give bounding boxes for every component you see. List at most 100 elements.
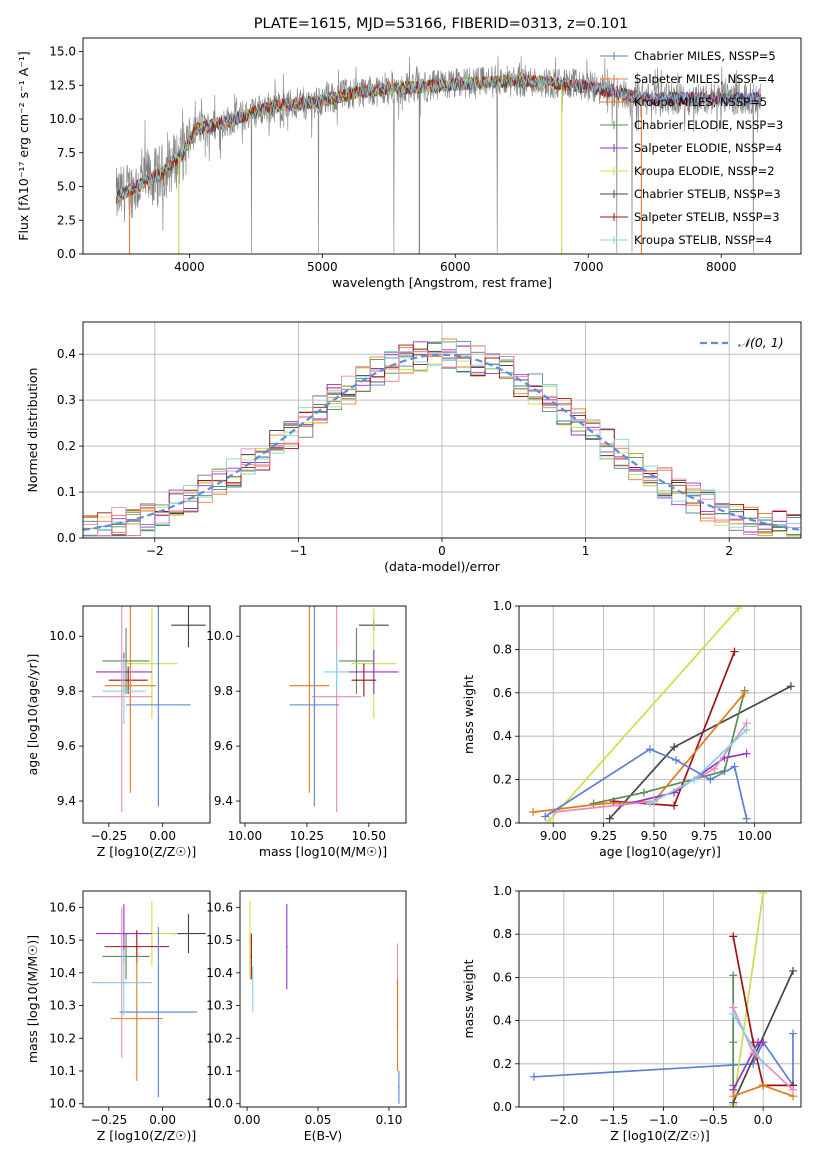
plot-area [529, 606, 795, 823]
data-point [157, 704, 160, 706]
x-tick-label: 10.00 [737, 829, 771, 843]
y-tick-label: 10.2 [206, 1031, 233, 1045]
y-tick-label: 10.1 [49, 1064, 76, 1078]
y-tick-label: 10.0 [206, 629, 233, 643]
plot-frame [82, 37, 802, 255]
y-tick-label: 10.3 [49, 999, 76, 1013]
series-marker [789, 1029, 798, 1038]
x-tick-label: 0.00 [234, 1113, 261, 1127]
y-tick-label: 0.2 [493, 773, 512, 787]
series-marker [541, 812, 550, 821]
x-tick-label: 2 [725, 544, 733, 558]
x-tick-label: 9.75 [691, 829, 718, 843]
data-point [313, 704, 316, 706]
y-tick-label: 2.5 [57, 213, 76, 227]
series-marker [670, 801, 679, 810]
gaussian-curve [83, 353, 801, 531]
legend-label: Kroupa ELODIE, NSSP=2 [634, 164, 775, 178]
y-tick-label: 0.1 [57, 485, 76, 499]
plot-frame [518, 605, 802, 824]
y-tick-label: 0.0 [57, 247, 76, 261]
series-marker [710, 764, 719, 773]
panel-age-vs-Z: −0.25 0.00 9.4 9.6 9.8 10.0 Z [log10(Z/Z☉)] age… [25, 605, 211, 859]
y-tick-label: 9.8 [57, 684, 76, 698]
legend-label: Kroupa STELIB, NSSP=4 [634, 233, 772, 247]
plot-area [249, 900, 400, 1104]
data-point [136, 1017, 138, 1020]
data-point [129, 684, 132, 687]
series-marker [729, 971, 738, 980]
series-marker [729, 1038, 738, 1047]
panel-histogram: −2 −1 0 1 2 0.0 0.1 0.2 0.3 0.4 (data-model)/error… [25, 321, 802, 574]
data-point [251, 988, 254, 990]
panel-spectrum: 4000 5000 6000 7000 8000 0.0 2.5 5.0 7.5 10.0 12.5… [16, 37, 802, 290]
y-tick-label: 10.0 [206, 1097, 233, 1111]
y-tick-label: 0.4 [493, 1014, 512, 1028]
x-tick-label: −0.25 [90, 829, 127, 843]
x-axis-label: age [log10(age/yr)] [599, 844, 721, 859]
data-point [355, 660, 358, 662]
series-marker [729, 1010, 738, 1019]
model-line-8 [115, 75, 762, 201]
data-point [308, 684, 311, 687]
plot-area [91, 900, 206, 1098]
series-marker [730, 647, 739, 656]
y-tick-label: 10.6 [206, 900, 233, 914]
x-axis-label: (data-model)/error [384, 559, 501, 574]
x-tick-label: −1.5 [599, 1113, 628, 1127]
x-tick-label: 9.25 [590, 829, 617, 843]
y-tick-label: 0.4 [493, 729, 512, 743]
data-point [157, 1011, 160, 1013]
legend-label: 𝒩(0, 1) [738, 335, 784, 350]
y-tick-label: 10.1 [206, 1064, 233, 1078]
series-line-4 [532, 692, 746, 813]
series-marker [670, 743, 679, 752]
series-marker [605, 814, 614, 823]
series-marker [759, 1081, 768, 1090]
data-point [123, 932, 125, 935]
series-marker [639, 788, 648, 797]
series-marker [734, 606, 743, 613]
y-tick-label: 10.5 [49, 933, 76, 947]
plot-area [91, 606, 206, 813]
series-marker [729, 932, 738, 941]
data-point [125, 660, 127, 662]
figure-title: PLATE=1615, MJD=53166, FIBERID=0313, z=0… [254, 16, 628, 32]
x-tick-label: 9.00 [540, 829, 567, 843]
series-marker [690, 775, 699, 784]
x-axis-label: E(B-V) [304, 1128, 343, 1143]
x-tick-label: 4000 [174, 260, 205, 274]
x-tick-label: 7000 [573, 260, 604, 274]
histogram-series-9 [83, 345, 801, 537]
plot-area [529, 891, 798, 1107]
x-tick-label: 8000 [706, 260, 737, 274]
data-point [249, 939, 251, 941]
model-line-0 [115, 74, 762, 200]
series-line-8 [732, 1013, 764, 1065]
x-axis-label: Z [log10(Z/Z☉)] [97, 844, 197, 859]
x-tick-label: 0.05 [305, 1113, 332, 1127]
series-line-8 [544, 748, 748, 819]
y-tick-label: 0.8 [493, 927, 512, 941]
plot-frame [239, 890, 407, 1108]
series-line-2 [608, 685, 792, 820]
data-point [187, 624, 190, 627]
series-marker [672, 756, 681, 765]
x-tick-label: 6000 [440, 260, 471, 274]
x-tick-label: 0.00 [149, 1113, 176, 1127]
legend-label: Chabrier ELODIE, NSSP=3 [634, 118, 783, 132]
series-line-1 [732, 893, 764, 1105]
x-tick-label: −1 [290, 544, 308, 558]
plot-area [115, 55, 762, 254]
x-tick-label: 10.50 [352, 829, 386, 843]
series-marker [759, 1059, 768, 1068]
y-tick-label: 1.0 [493, 599, 512, 613]
series-marker [759, 1038, 768, 1047]
legend-label: Kroupa MILES, NSSP=5 [634, 95, 767, 109]
series-marker [589, 799, 598, 808]
series-marker [759, 891, 768, 898]
x-tick-label: 0 [438, 544, 446, 558]
y-tick-label: 0.8 [493, 642, 512, 656]
plot-frame [518, 890, 802, 1108]
data-point [363, 679, 365, 681]
